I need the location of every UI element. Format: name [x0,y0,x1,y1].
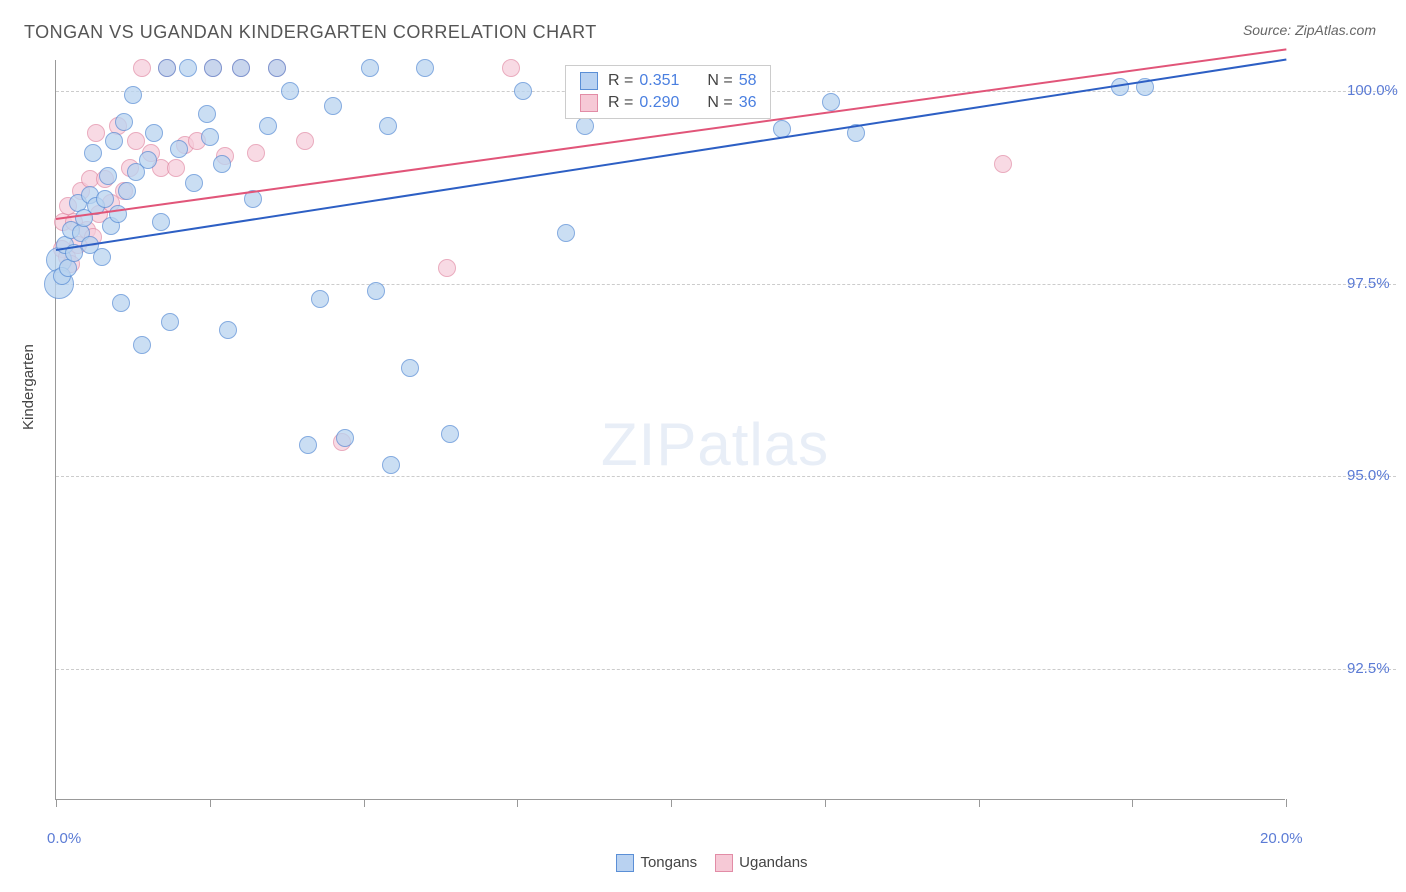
ytick-label: 92.5% [1347,660,1390,677]
marker-ugandans [247,144,265,162]
r-label: R = [608,72,633,90]
xtick-label: 0.0% [47,830,81,847]
chart-title: TONGAN VS UGANDAN KINDERGARTEN CORRELATI… [24,22,597,43]
ytick-label: 97.5% [1347,275,1390,292]
marker-tongans [324,97,342,115]
marker-ugandans [438,259,456,277]
legend-swatch [616,854,634,872]
xtick [825,799,826,807]
marker-tongans [416,59,434,77]
watermark-zip: ZIP [601,411,697,478]
marker-tongans [361,59,379,77]
marker-tongans [179,59,197,77]
xtick [1132,799,1133,807]
marker-tongans [158,59,176,77]
marker-tongans [201,128,219,146]
marker-tongans [105,132,123,150]
xtick [517,799,518,807]
marker-ugandans [296,132,314,150]
marker-tongans [99,167,117,185]
legend-label: Tongans [640,854,697,871]
marker-tongans [259,117,277,135]
marker-tongans [112,294,130,312]
source-attribution: Source: ZipAtlas.com [1243,22,1376,38]
marker-tongans [299,436,317,454]
marker-tongans [161,313,179,331]
n-value: 58 [739,72,757,90]
xtick-label: 20.0% [1260,830,1303,847]
xtick [1286,799,1287,807]
marker-ugandans [502,59,520,77]
marker-tongans [213,155,231,173]
marker-tongans [133,336,151,354]
marker-ugandans [127,132,145,150]
legend-row: R = 0.290 N = 36 [566,92,770,114]
xtick [210,799,211,807]
xtick [364,799,365,807]
marker-tongans [268,59,286,77]
legend-label: Ugandans [739,854,807,871]
marker-tongans [198,105,216,123]
marker-tongans [232,59,250,77]
marker-tongans [204,59,222,77]
watermark: ZIPatlas [601,410,829,479]
xtick [56,799,57,807]
marker-tongans [557,224,575,242]
ytick-label: 95.0% [1347,467,1390,484]
marker-tongans [219,321,237,339]
n-label: N = [707,94,732,112]
gridline [56,284,1396,285]
marker-tongans [311,290,329,308]
marker-tongans [185,174,203,192]
n-label: N = [707,72,732,90]
marker-tongans [139,151,157,169]
marker-tongans [115,113,133,131]
marker-tongans [379,117,397,135]
marker-tongans [96,190,114,208]
marker-ugandans [167,159,185,177]
marker-tongans [84,144,102,162]
legend-swatch [580,94,598,112]
marker-ugandans [133,59,151,77]
marker-tongans [401,359,419,377]
marker-tongans [514,82,532,100]
marker-tongans [118,182,136,200]
r-value: 0.290 [639,94,689,112]
xtick [979,799,980,807]
marker-tongans [441,425,459,443]
marker-tongans [59,259,77,277]
watermark-atlas: atlas [697,411,829,478]
marker-tongans [576,117,594,135]
series-legend: Tongans Ugandans [0,854,1406,872]
gridline [56,669,1396,670]
correlation-legend: R = 0.351 N = 58 R = 0.290 N = 36 [565,65,771,119]
y-axis-label: Kindergarten [20,344,37,430]
marker-tongans [145,124,163,142]
marker-tongans [336,429,354,447]
marker-ugandans [994,155,1012,173]
marker-tongans [124,86,142,104]
marker-ugandans [87,124,105,142]
plot-area: ZIPatlas [55,60,1285,800]
n-value: 36 [739,94,757,112]
r-value: 0.351 [639,72,689,90]
marker-tongans [281,82,299,100]
marker-tongans [152,213,170,231]
marker-tongans [170,140,188,158]
legend-swatch [580,72,598,90]
r-label: R = [608,94,633,112]
legend-swatch [715,854,733,872]
xtick [671,799,672,807]
gridline [56,476,1396,477]
ytick-label: 100.0% [1347,82,1398,99]
marker-tongans [822,93,840,111]
legend-row: R = 0.351 N = 58 [566,70,770,92]
marker-tongans [367,282,385,300]
marker-tongans [382,456,400,474]
marker-tongans [93,248,111,266]
